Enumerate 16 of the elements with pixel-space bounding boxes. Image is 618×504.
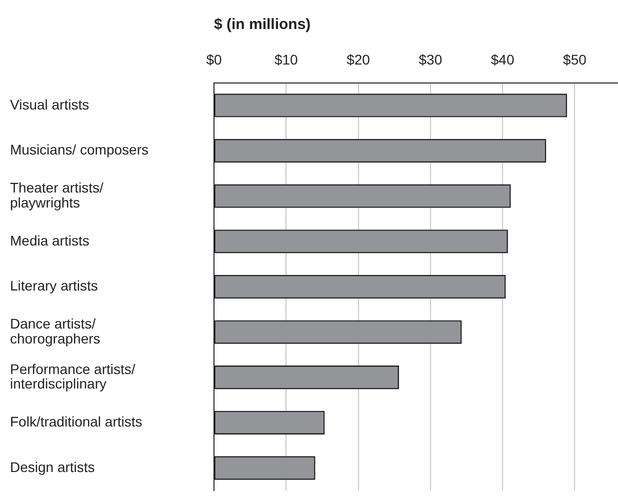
y-tick-label: Performance artists/ interdisciplinary xyxy=(10,360,136,392)
x-tick-label: $40 xyxy=(490,51,514,68)
x-tick-label: $20 xyxy=(346,51,370,68)
x-tick-label: $10 xyxy=(274,51,298,68)
y-tick-label: Musicians/ composers xyxy=(10,142,148,158)
y-tick-label: Theater artists/ playwrights xyxy=(10,180,104,210)
y-tick-label: Literary artists xyxy=(10,278,98,294)
x-axis-title: $ (in millions) xyxy=(214,16,311,34)
y-tick-label: Visual artists xyxy=(10,96,90,112)
y-tick-label: Dance artists/ chorographers xyxy=(10,316,100,346)
y-tick-label: Media artists xyxy=(10,232,90,248)
y-tick-label: Design artists xyxy=(10,458,95,475)
x-tick-label: $30 xyxy=(418,51,442,68)
y-tick-label: Folk/traditional artists xyxy=(10,414,142,430)
x-tick-label: $0 xyxy=(206,51,222,68)
x-tick-label: $50 xyxy=(563,51,587,68)
